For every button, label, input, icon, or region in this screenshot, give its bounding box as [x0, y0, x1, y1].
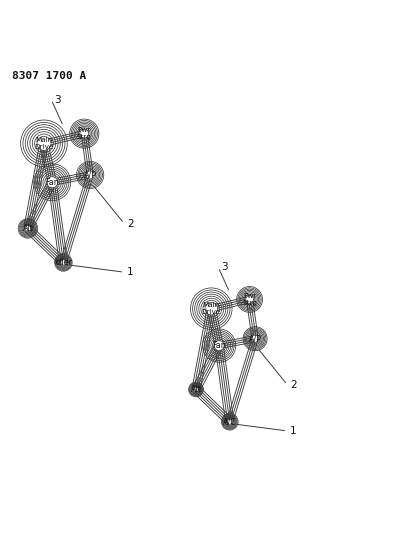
Circle shape	[246, 296, 253, 303]
Text: 3: 3	[221, 262, 228, 272]
Circle shape	[61, 260, 66, 265]
Text: Pwr
Strg: Pwr Strg	[77, 127, 92, 140]
Text: Alt: Alt	[191, 385, 201, 394]
Text: Alt: Alt	[23, 224, 33, 233]
Circle shape	[227, 419, 232, 424]
Text: 1: 1	[290, 426, 297, 436]
Text: Idler: Idler	[54, 258, 73, 267]
Text: 2: 2	[127, 219, 133, 229]
Circle shape	[80, 130, 89, 138]
Circle shape	[37, 136, 51, 150]
Text: 3: 3	[54, 94, 61, 104]
Circle shape	[205, 302, 218, 315]
Circle shape	[251, 335, 259, 342]
Circle shape	[194, 387, 198, 392]
Text: A/C: A/C	[223, 417, 236, 426]
Circle shape	[214, 341, 224, 351]
Text: 2: 2	[290, 380, 297, 390]
Text: Pwr
Strg: Pwr Strg	[242, 293, 257, 306]
Text: A/P: A/P	[84, 171, 97, 180]
Circle shape	[47, 177, 58, 188]
Text: 8307 1700 A: 8307 1700 A	[12, 71, 87, 81]
Text: 1: 1	[127, 267, 133, 277]
Circle shape	[25, 225, 31, 231]
Text: Fan: Fan	[212, 341, 226, 350]
Text: Main
Drive: Main Drive	[201, 302, 221, 315]
Circle shape	[86, 171, 94, 179]
Text: Fan: Fan	[45, 177, 59, 187]
Text: A/P: A/P	[248, 334, 262, 343]
Text: Main
Drive: Main Drive	[34, 137, 54, 150]
